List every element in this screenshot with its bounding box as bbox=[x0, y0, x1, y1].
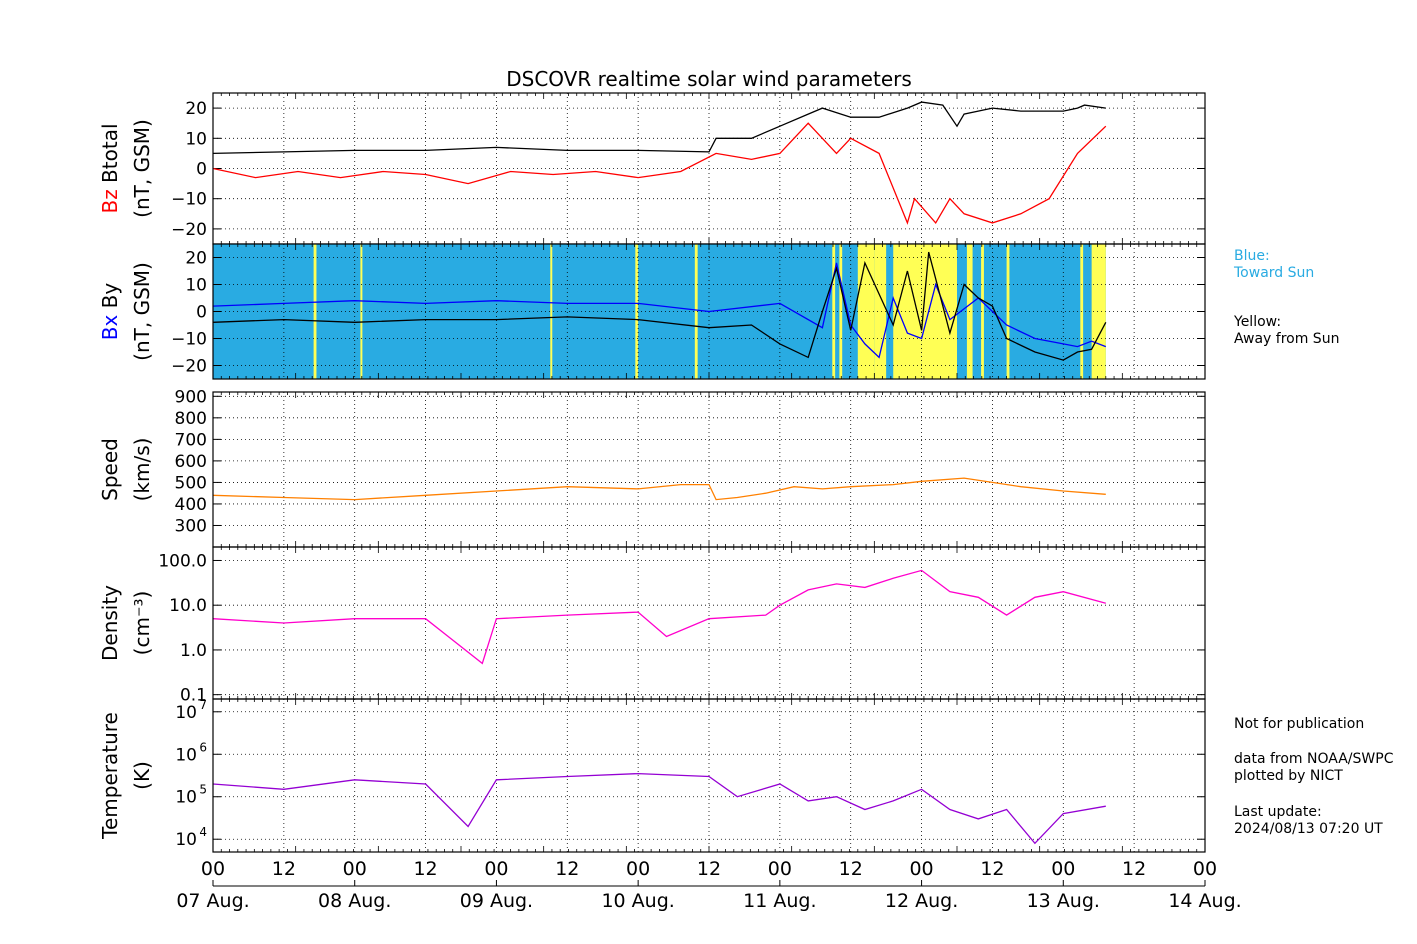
source-note: data from NOAA/SWPC plotted by NICT bbox=[1234, 751, 1394, 784]
y-tick-exponent: 6 bbox=[199, 740, 207, 754]
y-tick-label: 1.0 bbox=[180, 641, 207, 661]
series-by bbox=[212, 251, 1107, 361]
y-tick-label: 10 bbox=[185, 129, 207, 149]
away-from-sun-band bbox=[694, 244, 698, 379]
x-date-label: 14 Aug. bbox=[1168, 890, 1241, 912]
y-tick-label: 700 bbox=[175, 430, 207, 450]
chart-title: DSCOVR realtime solar wind parameters bbox=[506, 67, 912, 91]
y-tick-label: −10 bbox=[171, 330, 207, 350]
away-from-sun-band bbox=[1006, 244, 1010, 379]
panel-density: 100.0 10.0 1.0 0.1 Density (cm⁻³) bbox=[98, 546, 1206, 706]
series-temperature bbox=[212, 772, 1106, 845]
x-hour-tick-label: 00 bbox=[768, 858, 792, 880]
y-tick-exponent: 4 bbox=[199, 825, 207, 839]
x-date-label: 07 Aug. bbox=[176, 890, 249, 912]
series-speed bbox=[212, 477, 1106, 501]
y-tick-label: 100.0 bbox=[158, 551, 207, 571]
y-tick-label: 10 bbox=[175, 745, 197, 765]
panel-label: Bx By bbox=[98, 283, 122, 341]
x-hour-tick-label: 12 bbox=[839, 858, 863, 880]
x-hour-tick-label: 00 bbox=[626, 858, 650, 880]
panel-label-colored: Bx bbox=[98, 308, 122, 340]
x-hour-tick-label: 00 bbox=[201, 858, 225, 880]
x-hour-tick-label: 00 bbox=[909, 858, 933, 880]
panel-label: Density bbox=[98, 585, 122, 661]
panel-bxby: 20 10 0 −10 −20 Bx By (nT, GSM) bbox=[98, 243, 1206, 380]
y-tick-label: 20 bbox=[185, 249, 207, 269]
away-from-sun-band bbox=[839, 244, 843, 379]
x-hour-tick-label: 12 bbox=[697, 858, 721, 880]
y-tick-label: 20 bbox=[185, 99, 207, 119]
panel-frame bbox=[212, 391, 1206, 548]
panel-unit: (km/s) bbox=[130, 438, 154, 502]
update-note: Last update: 2024/08/13 07:20 UT bbox=[1234, 804, 1383, 837]
y-tick-label: 500 bbox=[175, 473, 207, 493]
x-hour-tick-label: 12 bbox=[980, 858, 1004, 880]
panel-label-black: By bbox=[98, 283, 122, 309]
x-hour-tick-label: 12 bbox=[555, 858, 579, 880]
x-hour-tick-label: 00 bbox=[1193, 858, 1217, 880]
series-btotal bbox=[212, 101, 1106, 155]
panel-label: Speed bbox=[98, 438, 122, 501]
series-bz bbox=[212, 122, 1107, 225]
panel-label: Temperature bbox=[98, 712, 122, 840]
panel-bfield: 20 10 0 −10 −20 Bz Btotal (nT, GSM) bbox=[98, 92, 1206, 245]
y-tick-label: 0 bbox=[196, 160, 207, 180]
y-tick-label: 10 bbox=[175, 830, 197, 850]
x-hour-tick-label: 00 bbox=[343, 858, 367, 880]
panel-unit: (cm⁻³) bbox=[130, 591, 154, 656]
away-from-sun-band bbox=[550, 244, 553, 379]
y-tick-label: 800 bbox=[175, 409, 207, 429]
panel-unit: (K) bbox=[130, 761, 154, 790]
x-hour-tick-label: 12 bbox=[1122, 858, 1146, 880]
away-from-sun-band bbox=[313, 244, 317, 379]
away-from-sun-band bbox=[857, 244, 875, 379]
x-date-label: 11 Aug. bbox=[743, 890, 816, 912]
y-tick-exponent: 5 bbox=[199, 783, 207, 797]
y-tick-label: 400 bbox=[175, 495, 207, 515]
panel-label-colored: Bz bbox=[98, 183, 122, 214]
x-axis: 00 12 00 12 00 12 00 12 00 12 00 12 00 12 00 07 Aug. 08 … bbox=[176, 858, 1241, 912]
y-tick-label: 600 bbox=[175, 452, 207, 472]
series-bx bbox=[212, 262, 1107, 359]
y-tick-label: 0 bbox=[196, 303, 207, 323]
x-hour-tick-label: 00 bbox=[1051, 858, 1075, 880]
x-date-label: 08 Aug. bbox=[318, 890, 391, 912]
x-date-label: 12 Aug. bbox=[885, 890, 958, 912]
y-tick-label: 10 bbox=[185, 276, 207, 296]
panel-unit: (nT, GSM) bbox=[130, 119, 154, 218]
x-hour-tick-label: 00 bbox=[484, 858, 508, 880]
panel-frame bbox=[212, 698, 1206, 853]
x-date-label: 13 Aug. bbox=[1027, 890, 1100, 912]
away-from-sun-band bbox=[635, 244, 639, 379]
away-from-sun-band bbox=[981, 244, 984, 379]
y-tick-label: 10 bbox=[175, 703, 197, 723]
panel-unit: (nT, GSM) bbox=[130, 262, 154, 361]
y-tick-label: 10 bbox=[175, 788, 197, 808]
publication-note: Not for publication bbox=[1234, 716, 1365, 732]
panel-label-black: Btotal bbox=[98, 123, 122, 182]
x-hour-tick-label: 12 bbox=[272, 858, 296, 880]
y-tick-exponent: 7 bbox=[199, 698, 207, 712]
y-tick-label: −20 bbox=[171, 357, 207, 377]
series-density bbox=[212, 569, 1106, 665]
legend-away-from-sun: Yellow: Away from Sun bbox=[1234, 314, 1340, 347]
x-date-label: 09 Aug. bbox=[460, 890, 533, 912]
x-date-label: 10 Aug. bbox=[601, 890, 674, 912]
away-from-sun-band bbox=[874, 244, 887, 379]
y-tick-label: 300 bbox=[175, 516, 207, 536]
legend-toward-sun: Blue: Toward Sun bbox=[1234, 248, 1315, 281]
panel-frame bbox=[212, 243, 1206, 380]
y-tick-label: 0.1 bbox=[180, 686, 207, 706]
x-hour-tick-label: 12 bbox=[413, 858, 437, 880]
y-tick-label: 900 bbox=[175, 387, 207, 407]
y-tick-label: −10 bbox=[171, 190, 207, 210]
away-from-sun-band bbox=[921, 244, 957, 379]
panel-label: Bz Btotal bbox=[98, 123, 122, 213]
y-tick-label: 10.0 bbox=[169, 596, 207, 616]
y-tick-label: −20 bbox=[171, 220, 207, 240]
